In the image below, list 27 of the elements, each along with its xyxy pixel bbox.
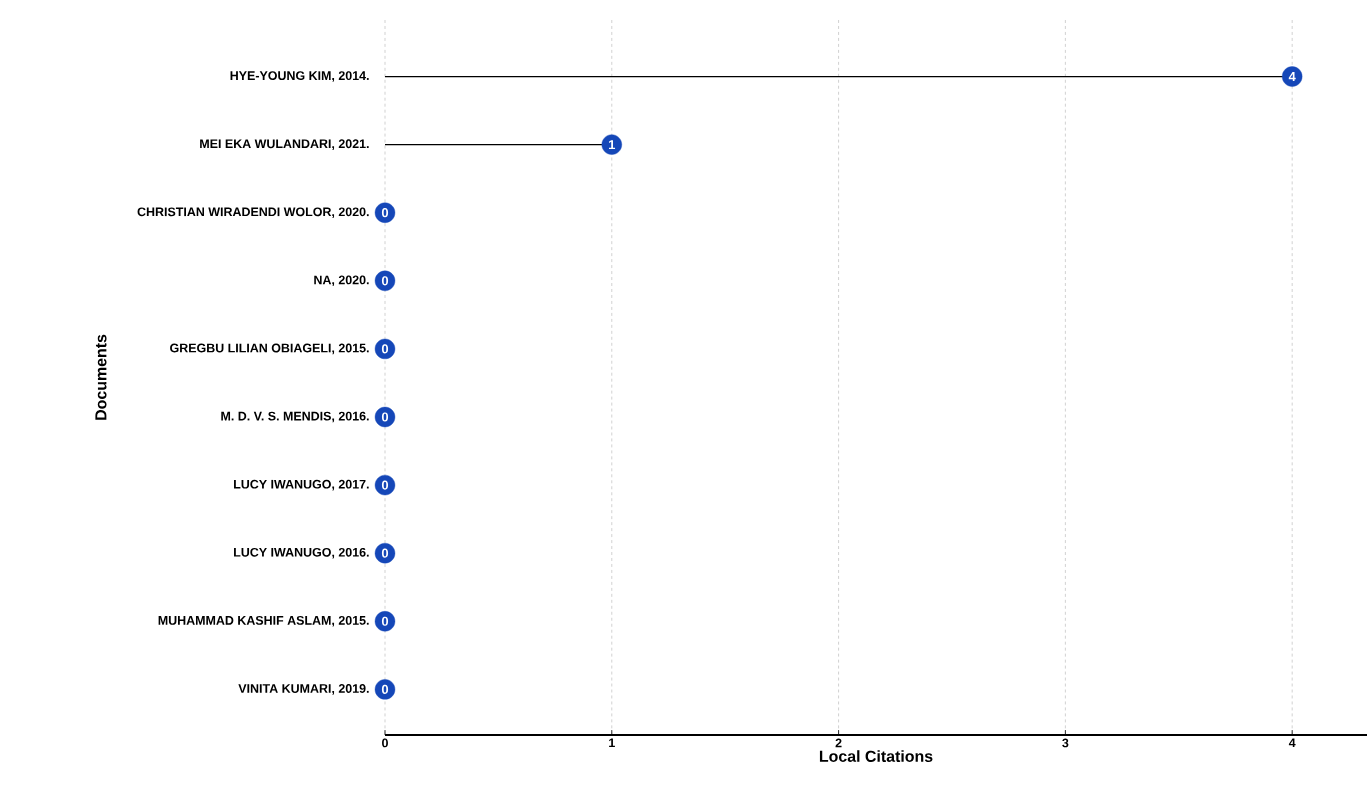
data-label: 0 xyxy=(381,344,389,354)
data-label: 0 xyxy=(381,480,389,490)
data-label: 0 xyxy=(381,616,389,626)
data-label: 0 xyxy=(381,684,389,694)
x-tick-label: 2 xyxy=(835,738,842,748)
y-tick-label: CHRISTIAN WIRADENDI WOLOR, 2020. xyxy=(137,207,369,219)
y-tick-label: HYE-YOUNG KIM, 2014. xyxy=(230,71,369,82)
data-label: 1 xyxy=(609,140,616,150)
data-label: 0 xyxy=(381,548,389,558)
y-tick-label: VINITA KUMARI, 2019. xyxy=(238,684,369,695)
data-label: 0 xyxy=(381,276,389,286)
x-axis-title: Local Citations xyxy=(819,750,933,762)
y-tick-label: LUCY IWANUGO, 2017. xyxy=(234,479,369,491)
y-tick-label: LUCY IWANUGO, 2016. xyxy=(234,547,369,559)
x-tick-label: 1 xyxy=(609,738,615,748)
y-tick-label: MUHAMMAD KASHIF ASLAM, 2015. xyxy=(158,615,369,627)
y-tick-label: NA, 2020. xyxy=(314,275,369,287)
y-tick-label: GREGBU LILIAN OBIAGELI, 2015. xyxy=(170,343,369,355)
y-axis-title: Documents xyxy=(95,334,107,420)
x-tick-label: 0 xyxy=(382,738,388,748)
x-tick-label: 3 xyxy=(1062,738,1069,748)
data-label: 0 xyxy=(381,208,389,218)
y-tick-label: MEI EKA WULANDARI, 2021. xyxy=(200,139,369,150)
y-tick-label: M. D. V. S. MENDIS, 2016. xyxy=(221,411,369,423)
data-label: 4 xyxy=(1288,72,1296,81)
data-label: 0 xyxy=(381,412,389,422)
x-tick-label: 4 xyxy=(1288,738,1296,748)
